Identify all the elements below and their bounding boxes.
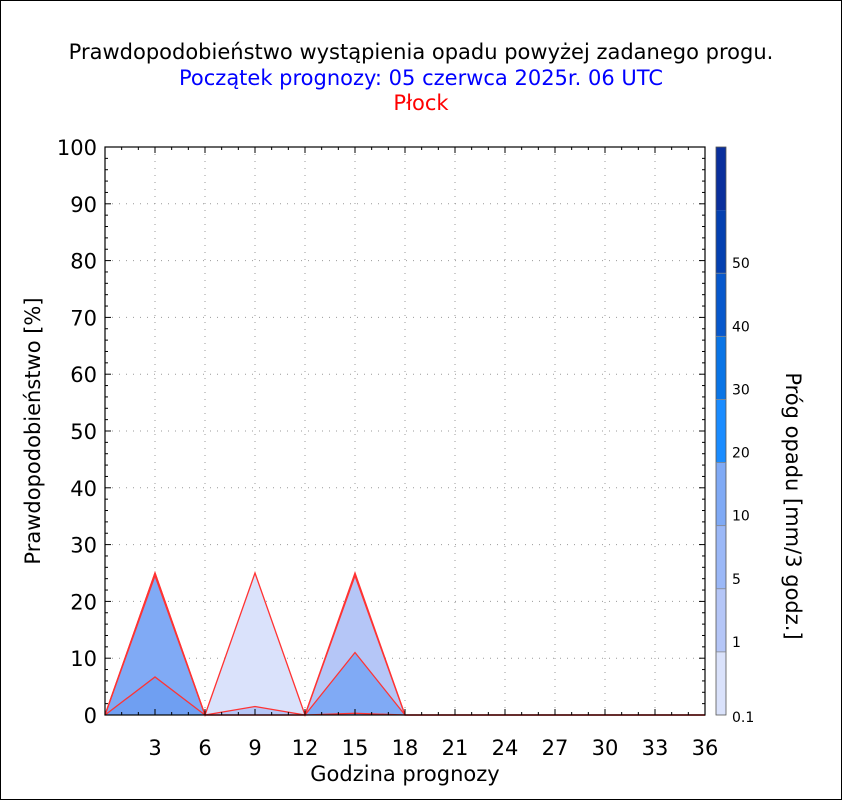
colorbar-segment: [716, 147, 726, 211]
colorbar-label: 40: [732, 319, 750, 335]
colorbar-border: [715, 146, 727, 716]
x-tick-label: 21: [442, 736, 469, 760]
colorbar-segment: [716, 462, 726, 526]
y-tick-label: 60: [70, 363, 97, 387]
x-axis-title: Godzina prognozy: [310, 762, 499, 786]
x-tick-label: 33: [642, 736, 669, 760]
x-tick-label: 9: [248, 736, 261, 760]
y-tick-label: 10: [70, 647, 97, 671]
y-tick-label: 20: [70, 590, 97, 614]
colorbar-segment: [716, 399, 726, 463]
area-series-2: [105, 575, 705, 715]
x-tick-label: 6: [198, 736, 211, 760]
colorbar-label: 5: [732, 572, 741, 588]
y-axis-title: Prawdopodobieństwo [%]: [21, 297, 45, 564]
y-tick-label: 70: [70, 306, 97, 330]
plot-border: [104, 146, 706, 716]
x-tick-label: 3: [148, 736, 161, 760]
colorbar-title: Próg opadu [mm/3 godz.]: [781, 372, 805, 639]
y-tick-label: 40: [70, 477, 97, 501]
forecast-start: Początek prognozy: 05 czerwca 2025r. 06 …: [178, 66, 663, 90]
x-tick-label: 15: [342, 736, 369, 760]
area-series-3: [105, 676, 705, 715]
colorbar-label: 20: [732, 446, 750, 462]
colorbar-segment: [716, 588, 726, 652]
colorbar-segment: [716, 525, 726, 589]
colorbar-label: 1: [732, 635, 741, 651]
x-tick-label: 30: [592, 736, 619, 760]
x-tick-label: 18: [392, 736, 419, 760]
y-tick-label: 100: [57, 136, 97, 160]
colorbar-label: 30: [732, 382, 750, 398]
y-tick-label: 0: [84, 704, 97, 728]
colorbar-label: 10: [732, 509, 750, 525]
area-series-0: [105, 573, 705, 715]
colorbar-segment: [716, 651, 726, 715]
colorbar-segment: [716, 336, 726, 400]
y-tick-label: 30: [70, 534, 97, 558]
y-tick-label: 50: [70, 420, 97, 444]
x-tick-label: 27: [542, 736, 569, 760]
chart-title: Prawdopodobieństwo wystąpienia opadu pow…: [68, 40, 774, 64]
station-name: Płock: [393, 91, 449, 115]
y-tick-label: 90: [70, 193, 97, 217]
x-tick-label: 24: [492, 736, 519, 760]
x-tick-label: 36: [692, 736, 719, 760]
colorbar-label: 50: [732, 256, 750, 272]
colorbar-label: 0.1: [732, 710, 754, 726]
y-tick-label: 80: [70, 250, 97, 274]
x-tick-label: 12: [292, 736, 319, 760]
colorbar-segment: [716, 210, 726, 274]
colorbar-segment: [716, 273, 726, 337]
